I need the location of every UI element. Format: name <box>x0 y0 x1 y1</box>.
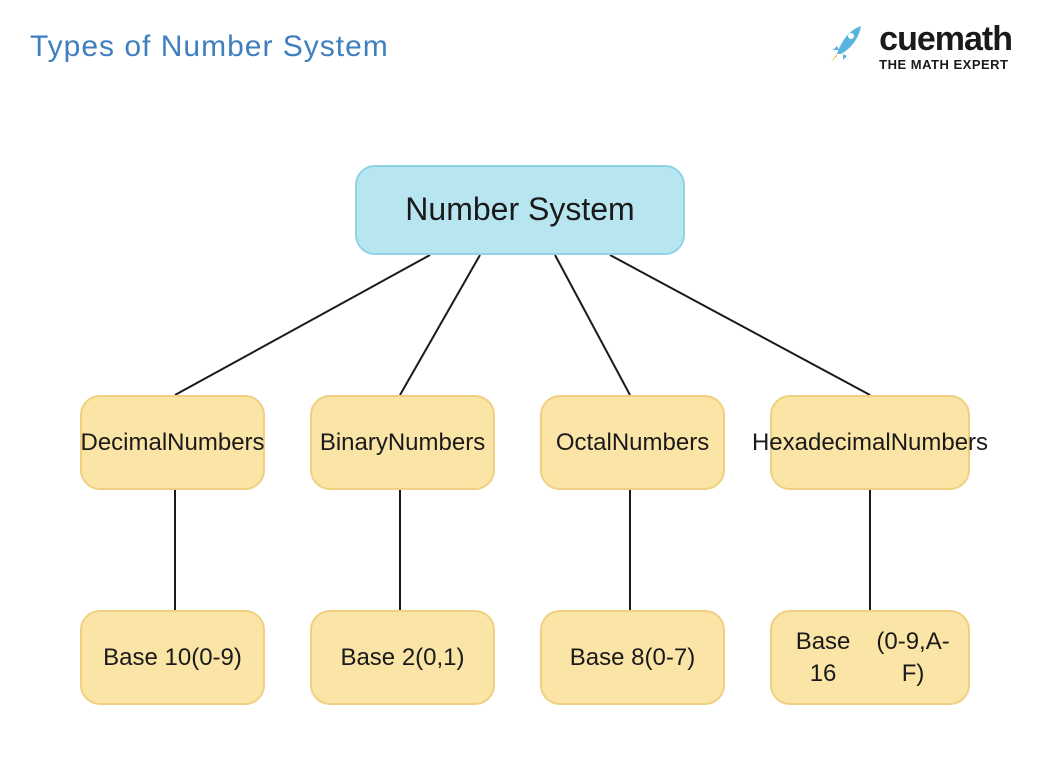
node-dec: DecimalNumbers <box>80 395 265 490</box>
brand-logo: cuemath THE MATH EXPERT <box>823 20 1012 73</box>
node-hexb: Base 16(0-9,A-F) <box>770 610 970 705</box>
node-root: Number System <box>355 165 685 255</box>
logo-brand: cuemath <box>879 22 1012 56</box>
logo-text: cuemath THE MATH EXPERT <box>879 22 1012 71</box>
logo-tagline: THE MATH EXPERT <box>879 58 1012 71</box>
page-title: Types of Number System <box>30 30 389 64</box>
node-octb: Base 8(0-7) <box>540 610 725 705</box>
node-bin: BinaryNumbers <box>310 395 495 490</box>
rocket-icon <box>823 20 871 73</box>
title-text: Types of Number System <box>30 30 389 63</box>
node-hex: HexadecimalNumbers <box>770 395 970 490</box>
node-decb: Base 10(0-9) <box>80 610 265 705</box>
node-binb: Base 2(0,1) <box>310 610 495 705</box>
node-oct: OctalNumbers <box>540 395 725 490</box>
